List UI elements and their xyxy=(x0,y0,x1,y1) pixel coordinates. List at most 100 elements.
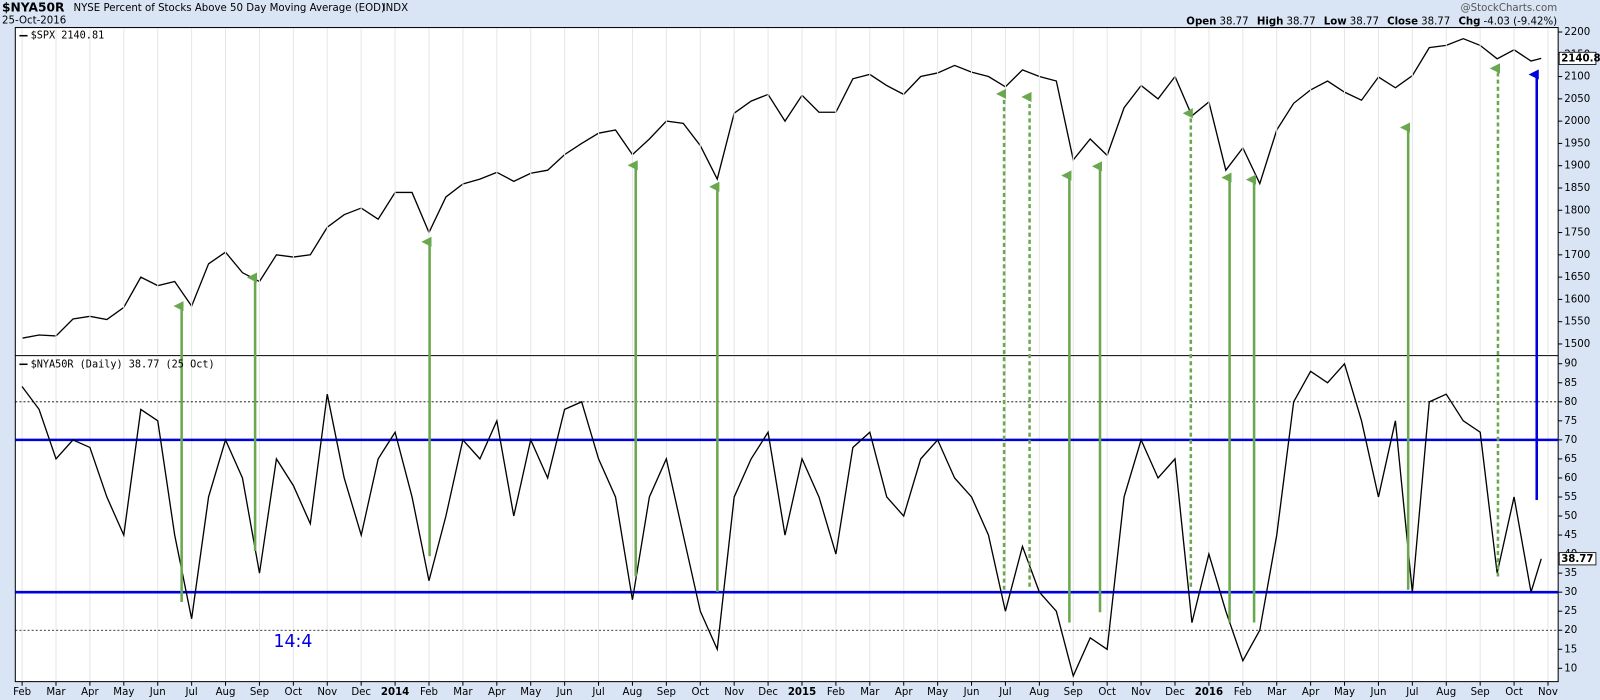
x-tick-label: Jun xyxy=(149,687,166,698)
x-tick-label: Feb xyxy=(1234,687,1252,698)
x-tick-label: Jun xyxy=(1369,687,1386,698)
quote-label: Close xyxy=(1387,16,1418,27)
y-tick-label: 10 xyxy=(1564,663,1577,674)
y-tick-label: 25 xyxy=(1564,606,1577,617)
x-tick-label: Mar xyxy=(46,687,66,698)
quote-value: 38.77 xyxy=(1219,16,1248,27)
last-value-label: 2140.81 xyxy=(1561,53,1600,64)
x-tick-label: Aug xyxy=(1029,687,1049,698)
x-tick-label: Mar xyxy=(860,687,880,698)
y-tick-label: 90 xyxy=(1564,359,1577,370)
x-tick-label: May xyxy=(927,687,948,698)
description: NYSE Percent of Stocks Above 50 Day Movi… xyxy=(73,3,385,14)
quote-value: -4.03 (-9.42%) xyxy=(1484,16,1558,27)
y-tick-label: 30 xyxy=(1564,587,1577,598)
x-tick-label: Nov xyxy=(1538,687,1558,698)
price-line xyxy=(21,362,1542,678)
x-tick-label: Jul xyxy=(184,687,197,698)
y-tick-label: 50 xyxy=(1564,511,1577,522)
quote-value: 38.77 xyxy=(1350,16,1379,27)
y-tick-label: 1500 xyxy=(1564,339,1590,350)
x-tick-label: Dec xyxy=(1165,687,1185,698)
y-tick-label: 80 xyxy=(1564,397,1577,408)
y-tick-label: 2100 xyxy=(1564,72,1590,83)
y-tick-label: 85 xyxy=(1564,378,1577,389)
quote-value: 38.77 xyxy=(1286,16,1315,27)
y-tick-label: 1900 xyxy=(1564,161,1590,172)
x-tick-label: Oct xyxy=(1098,687,1116,698)
y-tick-label: 2050 xyxy=(1564,94,1590,105)
quote-value: 38.77 xyxy=(1421,16,1450,27)
panel-legend: $SPX 2140.81 xyxy=(31,31,105,42)
last-value-box xyxy=(1558,552,1597,566)
quote-label: Low xyxy=(1324,16,1347,27)
credit: @StockCharts.com xyxy=(1460,3,1557,14)
y-tick-label: 2000 xyxy=(1564,116,1590,127)
x-tick-label: Sep xyxy=(657,687,676,698)
y-tick-label: 1800 xyxy=(1564,205,1590,216)
x-tick-label: Aug xyxy=(622,687,642,698)
y-tick-label: 1850 xyxy=(1564,183,1590,194)
y-tick-label: 45 xyxy=(1564,530,1577,541)
y-tick-label: 55 xyxy=(1564,492,1577,503)
y-tick-label: 20 xyxy=(1564,625,1577,636)
x-tick-label: Nov xyxy=(724,687,744,698)
y-tick-label: 1650 xyxy=(1564,272,1590,283)
symbol: $NYA50R xyxy=(2,1,65,15)
x-tick-label: Nov xyxy=(317,687,337,698)
exchange: INDX xyxy=(383,3,408,14)
x-tick-label: 2015 xyxy=(788,687,816,698)
x-tick-label: May xyxy=(1334,687,1355,698)
x-tick-label: Feb xyxy=(13,687,31,698)
date: 25-Oct-2016 xyxy=(2,15,66,26)
x-tick-label: Mar xyxy=(1267,687,1287,698)
y-tick-label: 35 xyxy=(1564,568,1577,579)
x-tick-label: Jul xyxy=(1405,687,1418,698)
x-tick-label: May xyxy=(113,687,134,698)
x-tick-label: Mar xyxy=(453,687,473,698)
x-tick-label: Sep xyxy=(1064,687,1083,698)
quote: -4.03 (-9.42%)Chg38.77Close38.77Low38.77… xyxy=(1186,16,1557,27)
x-tick-label: Oct xyxy=(691,687,709,698)
y-tick-label: 15 xyxy=(1564,644,1577,655)
x-tick-label: Aug xyxy=(216,687,236,698)
y-tick-label: 1700 xyxy=(1564,250,1590,261)
y-tick-label: 70 xyxy=(1564,435,1577,446)
y-tick-label: 1750 xyxy=(1564,228,1590,239)
x-tick-label: Apr xyxy=(895,687,913,698)
quote-label: Open xyxy=(1186,16,1216,27)
x-tick-label: Sep xyxy=(250,687,269,698)
y-tick-label: 75 xyxy=(1564,416,1577,427)
x-tick-label: Jul xyxy=(998,687,1011,698)
quote-label: Chg xyxy=(1458,16,1480,27)
panel-legend: $NYA50R (Daily) 38.77 (25 Oct) xyxy=(31,359,215,370)
x-tick-label: 2016 xyxy=(1195,687,1223,698)
y-tick-label: 2200 xyxy=(1564,27,1590,38)
x-tick-label: May xyxy=(520,687,541,698)
y-tick-label: 60 xyxy=(1564,473,1577,484)
last-value-box xyxy=(1558,51,1597,65)
x-tick-label: Apr xyxy=(1302,687,1320,698)
x-tick-label: Jun xyxy=(963,687,980,698)
x-tick-label: Sep xyxy=(1471,687,1490,698)
x-tick-label: Apr xyxy=(488,687,506,698)
x-tick-label: Feb xyxy=(827,687,845,698)
price-line xyxy=(21,37,1542,339)
x-tick-label: Jul xyxy=(591,687,604,698)
arrows xyxy=(173,63,1539,623)
last-value-label: 38.77 xyxy=(1561,554,1593,565)
y-tick-label: 1600 xyxy=(1564,294,1590,305)
x-tick-label: Dec xyxy=(351,687,371,698)
x-tick-label: Jun xyxy=(556,687,573,698)
x-tick-label: Dec xyxy=(758,687,778,698)
x-tick-label: Nov xyxy=(1131,687,1151,698)
x-tick-label: Oct xyxy=(285,687,303,698)
x-tick-label: Apr xyxy=(81,687,99,698)
y-tick-label: 1950 xyxy=(1564,138,1590,149)
x-tick-label: Aug xyxy=(1436,687,1456,698)
x-tick-label: 2014 xyxy=(381,687,409,698)
y-tick-label: 65 xyxy=(1564,454,1577,465)
plot-frame xyxy=(14,27,1559,683)
